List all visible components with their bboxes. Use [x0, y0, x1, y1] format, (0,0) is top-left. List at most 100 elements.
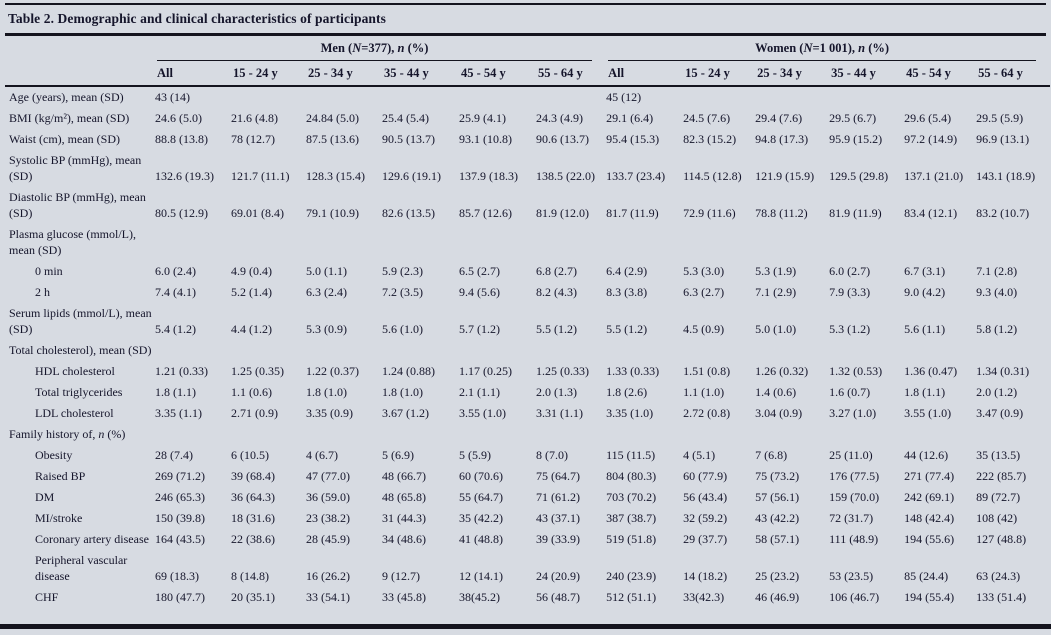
cell-value: 3.27 (1.0): [829, 406, 877, 420]
cell-value: 111 (48.9): [829, 532, 879, 546]
column-header: 45 - 54 y: [904, 61, 977, 87]
cell-value: 82.3 (15.2): [683, 132, 737, 146]
cell-value: 4.9 (0.4): [231, 264, 272, 278]
cell-value: [459, 86, 536, 108]
cell-value: 127 (48.8): [976, 532, 1027, 546]
row-label: 2 h: [35, 285, 50, 299]
cell-value: 34 (48.6): [382, 532, 426, 546]
cell-value: 1.21 (0.33): [155, 364, 208, 378]
group-header-men: Men (N=377), n (%): [157, 41, 593, 61]
cell-value: 24.6 (5.0): [155, 111, 202, 125]
cell-value: 25 (11.0): [829, 448, 873, 462]
cell-value: 804 (80.3): [606, 469, 657, 483]
cell-value: 32 (59.2): [683, 511, 728, 525]
cell-value: [683, 340, 755, 361]
cell-value: 81.9 (12.0): [536, 206, 589, 220]
cell-value: 58 (57.1): [755, 532, 800, 546]
cell-value: 9.4 (5.6): [459, 285, 500, 299]
cell-value: 44 (12.6): [904, 448, 949, 462]
table-row: Waist (cm), mean (SD) 88.8 (13.8) 78 (12.7…: [5, 129, 1050, 150]
cell-value: 6.4 (2.9): [606, 264, 648, 278]
group-header-row: Men (N=377), n (%) Women (N=1 001), n (%…: [5, 36, 1050, 61]
cell-value: 29.5 (6.7): [829, 111, 877, 125]
cell-value: [231, 86, 306, 108]
row-label: Total cholesterol), mean (SD): [9, 343, 152, 357]
cell-value: [536, 224, 606, 261]
cell-value: 3.47 (0.9): [976, 406, 1024, 420]
cell-value: 143.1 (18.9): [976, 169, 1036, 183]
cell-value: 48 (65.8): [382, 490, 426, 504]
cell-value: 2.0 (1.2): [976, 385, 1018, 399]
cell-value: 7.1 (2.8): [976, 264, 1018, 278]
cell-value: 114.5 (12.8): [683, 169, 742, 183]
cell-value: 35 (42.2): [459, 511, 503, 525]
column-header: 15 - 24 y: [683, 61, 756, 87]
cell-value: 1.8 (1.1): [904, 385, 946, 399]
cell-value: 60 (77.9): [683, 469, 728, 483]
cell-value: [306, 424, 382, 445]
cell-value: 3.31 (1.1): [536, 406, 583, 420]
cell-value: 25.4 (5.4): [382, 111, 429, 125]
cell-value: 106 (46.7): [829, 590, 880, 604]
cell-value: 72 (31.7): [829, 511, 874, 525]
cell-value: [155, 224, 231, 261]
cell-value: 108 (42): [976, 511, 1018, 525]
cell-value: 1.36 (0.47): [904, 364, 958, 378]
cell-value: 133 (51.4): [976, 590, 1027, 604]
cell-value: 129.6 (19.1): [382, 169, 441, 183]
cell-value: 95.9 (15.2): [829, 132, 883, 146]
cell-value: 5.5 (1.2): [606, 322, 648, 336]
cell-value: 6.8 (2.7): [536, 264, 577, 278]
cell-value: 29 (37.7): [683, 532, 728, 546]
cell-value: 33 (54.1): [306, 590, 350, 604]
cell-value: 6.3 (2.7): [683, 285, 725, 299]
group-header-women: Women (N=1 001), n (%): [608, 41, 1037, 61]
cell-value: 39 (68.4): [231, 469, 275, 483]
cell-value: 60 (70.6): [459, 469, 503, 483]
cell-value: 72.9 (11.6): [683, 206, 736, 220]
table-row: LDL cholesterol 3.35 (1.1) 2.71 (0.9) 3.35 …: [5, 403, 1050, 424]
row-label: HDL cholesterol: [35, 364, 115, 378]
cell-value: 78.8 (11.2): [755, 206, 808, 220]
row-label: Family history of, n (%): [9, 427, 126, 441]
cell-value: 96.9 (13.1): [976, 132, 1030, 146]
row-label: Waist (cm), mean (SD): [9, 132, 120, 146]
cell-value: 129.5 (29.8): [829, 169, 889, 183]
cell-value: 20 (35.1): [231, 590, 275, 604]
cell-value: 25 (23.2): [755, 569, 800, 583]
cell-value: [755, 224, 829, 261]
cell-value: 48 (66.7): [382, 469, 426, 483]
cell-value: 137.9 (18.3): [459, 169, 518, 183]
cell-value: 71 (61.2): [536, 490, 580, 504]
cell-value: 1.17 (0.25): [459, 364, 512, 378]
cell-value: 1.25 (0.35): [231, 364, 284, 378]
cell-value: 55 (64.7): [459, 490, 503, 504]
row-label: Serum lipids (mmol/L), mean (SD): [9, 306, 152, 336]
cell-value: 1.1 (1.0): [683, 385, 725, 399]
cell-value: 271 (77.4): [904, 469, 955, 483]
cell-value: 1.8 (1.1): [155, 385, 196, 399]
cell-value: 43 (42.2): [755, 511, 800, 525]
table-row: Plasma glucose (mmol/L), mean (SD): [5, 224, 1050, 261]
cell-value: 4 (5.1): [683, 448, 716, 462]
cell-value: 5.3 (3.0): [683, 264, 725, 278]
cell-value: 240 (23.9): [606, 569, 657, 583]
cell-value: [904, 340, 976, 361]
cell-value: 2.1 (1.1): [459, 385, 500, 399]
cell-value: 56 (48.7): [536, 590, 580, 604]
table-row: Diastolic BP (mmHg), mean (SD) 80.5 (12.9…: [5, 187, 1050, 224]
cell-value: 79.1 (10.9): [306, 206, 359, 220]
table-row: Family history of, n (%): [5, 424, 1050, 445]
cell-value: 25.9 (4.1): [459, 111, 506, 125]
column-header: All: [155, 61, 231, 87]
table-row: 0 min 6.0 (2.4) 4.9 (0.4) 5.0 (1.1) 5.9 (2.3…: [5, 261, 1050, 282]
cell-value: 1.26 (0.32): [755, 364, 809, 378]
cell-value: 38(45.2): [459, 590, 500, 604]
table-row: Obesity 28 (7.4) 6 (10.5) 4 (6.7) 5 (6.9) 5 (…: [5, 445, 1050, 466]
cell-value: [536, 340, 606, 361]
row-label: BMI (kg/m²), mean (SD): [9, 111, 130, 125]
cell-value: 1.51 (0.8): [683, 364, 731, 378]
table-row: HDL cholesterol 1.21 (0.33) 1.25 (0.35) 1.2…: [5, 361, 1050, 382]
cell-value: [904, 86, 976, 108]
cell-value: 24.5 (7.6): [683, 111, 731, 125]
